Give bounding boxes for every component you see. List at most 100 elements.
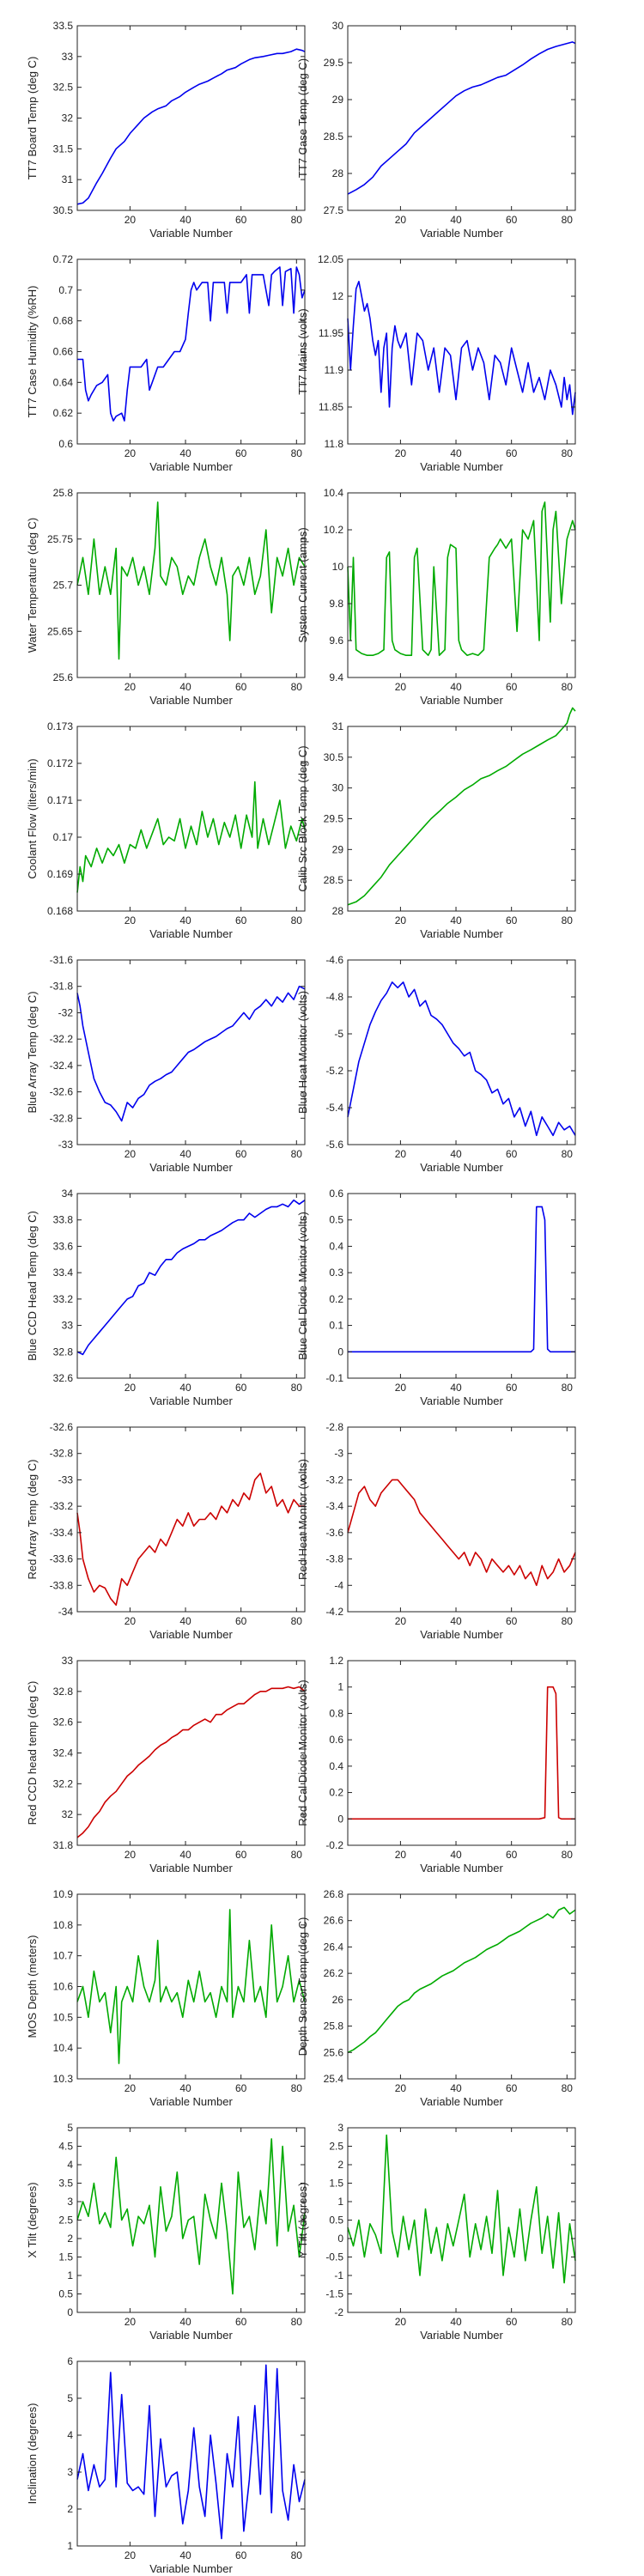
series-line <box>76 985 306 1122</box>
y-axis-label: Red Array Temp (deg C) <box>26 1460 39 1580</box>
y-tick-label: 28 <box>332 167 344 179</box>
y-tick-label: 10.2 <box>324 524 344 536</box>
y-tick-label: 0.17 <box>53 831 74 843</box>
y-tick-label: -4.6 <box>325 954 343 966</box>
y-tick-label: 12 <box>332 290 344 302</box>
y-tick-label: 2 <box>67 2503 73 2515</box>
x-tick-label: 80 <box>291 1615 303 1627</box>
x-axis-label: Variable Number <box>149 1628 233 1641</box>
y-tick-label: -1.5 <box>325 2288 343 2300</box>
x-axis-label: Variable Number <box>420 460 503 473</box>
series-line <box>76 2138 306 2295</box>
y-tick-label: 3 <box>67 2196 73 2208</box>
y-tick-label: 30.5 <box>324 751 344 763</box>
plot-frame <box>76 959 306 1145</box>
plot-frame <box>347 1193 576 1379</box>
y-tick-label: 25.75 <box>47 533 73 545</box>
x-tick-label: 20 <box>395 2082 407 2094</box>
x-tick-label: 20 <box>395 1849 407 1861</box>
x-tick-label: 20 <box>125 2082 137 2094</box>
series-line <box>347 981 576 1137</box>
y-tick-label: -4 <box>334 1579 343 1591</box>
y-tick-label: 4 <box>67 2429 73 2441</box>
x-tick-label: 40 <box>450 1382 462 1394</box>
y-tick-label: 10.5 <box>53 2011 74 2023</box>
series-line <box>348 1206 575 1353</box>
x-tick-label: 20 <box>125 914 137 927</box>
y-tick-label: 28.5 <box>324 874 344 886</box>
y-tick-label: -32.2 <box>50 1033 74 1045</box>
y-tick-label: 25.4 <box>324 2073 344 2085</box>
x-tick-label: 40 <box>179 1382 191 1394</box>
y-tick-label: 9.4 <box>329 671 343 683</box>
y-tick-label: -32.4 <box>50 1060 74 1072</box>
y-axis-label: Blue Array Temp (deg C) <box>26 991 39 1113</box>
y-tick-label: 29.5 <box>324 813 344 825</box>
x-axis-label: Variable Number <box>420 1161 503 1174</box>
y-tick-label: 30 <box>332 20 344 32</box>
y-axis-label: Depth Sensor Temp (deg C) <box>296 1917 309 2057</box>
y-tick-label: 0.173 <box>47 720 73 732</box>
y-tick-label: 10.9 <box>53 1888 74 1900</box>
plot-frame <box>347 25 576 211</box>
y-tick-label: 3 <box>337 2122 343 2134</box>
y-tick-label: -33 <box>58 1139 74 1151</box>
x-tick-label: 80 <box>291 681 303 693</box>
x-axis-label: Variable Number <box>420 227 503 240</box>
y-tick-label: 0 <box>67 2306 73 2318</box>
y-axis-label: TT7 Board Temp (deg C) <box>26 57 39 180</box>
y-tick-label: -3.8 <box>325 1553 343 1565</box>
x-axis-label: Variable Number <box>420 1394 503 1407</box>
chart-panel-13: -32.6 -32.8 -33 -33.2 -33.4 -33.6 -33.8 -34 20 40… <box>26 1421 306 1641</box>
y-tick-label: 25.8 <box>324 2020 344 2032</box>
y-tick-label: 10.4 <box>324 487 344 499</box>
plot-frame <box>347 492 576 678</box>
y-tick-label: 0.64 <box>53 376 74 388</box>
x-tick-label: 40 <box>179 1148 191 1160</box>
x-axis-label: Variable Number <box>420 927 503 940</box>
y-tick-label: 1 <box>337 1681 343 1693</box>
y-tick-label: -2.8 <box>325 1421 343 1433</box>
x-tick-label: 20 <box>125 681 137 693</box>
y-tick-label: -3 <box>334 1448 343 1460</box>
series-line <box>76 1686 306 1838</box>
y-tick-label: 26.6 <box>324 1915 344 1927</box>
plot-frame <box>347 258 576 445</box>
y-tick-label: 0.172 <box>47 757 73 769</box>
y-tick-label: 4 <box>67 2159 73 2171</box>
y-axis-label: Red Cal Diode Monitor (volts) <box>296 1680 309 1826</box>
y-tick-label: 0.2 <box>329 1293 343 1305</box>
x-axis-label: Variable Number <box>149 227 233 240</box>
y-tick-label: 33 <box>62 1655 74 1667</box>
y-tick-label: 0.5 <box>329 2215 343 2227</box>
chart-panel-12: -0.1 0 0.1 0.2 0.3 0.4 0.5 0.6 20 40 60 80 Variable … <box>296 1188 576 1407</box>
y-tick-label: 11.95 <box>319 327 343 339</box>
x-tick-label: 80 <box>291 2549 303 2561</box>
x-tick-label: 20 <box>395 1382 407 1394</box>
x-tick-label: 60 <box>506 2316 518 2328</box>
x-tick-label: 40 <box>450 447 462 459</box>
x-tick-label: 40 <box>179 2082 191 2094</box>
y-tick-label: 32.4 <box>53 1747 74 1759</box>
x-tick-label: 40 <box>450 2316 462 2328</box>
x-axis-label: Variable Number <box>420 694 503 707</box>
y-axis-label: TT7 Case Temp (deg C) <box>296 58 309 178</box>
y-tick-label: 0.168 <box>47 905 73 917</box>
y-tick-label: 5 <box>67 2122 73 2134</box>
y-tick-label: -0.1 <box>325 1372 343 1384</box>
x-tick-label: 80 <box>291 2316 303 2328</box>
chart-panel-3: 0.6 0.62 0.64 0.66 0.68 0.7 0.72 20 40 60 80 Variab… <box>26 253 306 473</box>
y-tick-label: 9.8 <box>329 598 343 610</box>
x-tick-label: 60 <box>235 1849 247 1861</box>
x-tick-label: 80 <box>291 1148 303 1160</box>
chart-panel-15: 31.8 32 32.2 32.4 32.6 32.8 33 20 40 60 80 Variable… <box>26 1655 306 1874</box>
x-tick-label: 60 <box>506 214 518 226</box>
y-tick-label: 0.5 <box>58 2288 73 2300</box>
y-tick-label: 0.171 <box>47 794 73 806</box>
y-tick-label: -1 <box>334 2269 343 2281</box>
y-tick-label: 11.8 <box>325 438 344 450</box>
y-tick-label: 25.65 <box>47 625 73 637</box>
y-tick-label: 25.6 <box>53 671 74 683</box>
y-tick-label: 0 <box>337 2233 343 2245</box>
y-tick-label: 32 <box>62 1808 74 1820</box>
